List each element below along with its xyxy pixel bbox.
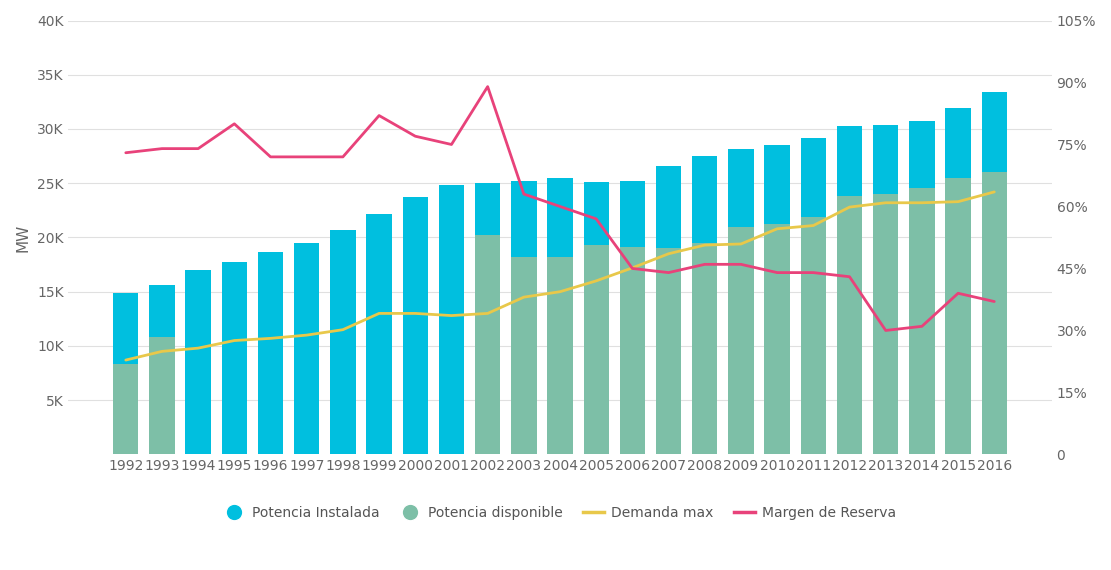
- Bar: [439, 185, 464, 454]
- Bar: [909, 121, 934, 454]
- Bar: [548, 178, 572, 454]
- Bar: [801, 217, 825, 454]
- Bar: [402, 197, 428, 454]
- Bar: [692, 243, 718, 454]
- Bar: [620, 247, 645, 454]
- Bar: [945, 178, 971, 454]
- Bar: [729, 149, 753, 454]
- Legend: Potencia Instalada, Potencia disponible, Demanda max, Margen de Reserva: Potencia Instalada, Potencia disponible,…: [218, 500, 902, 526]
- Bar: [982, 92, 1007, 454]
- Bar: [186, 270, 211, 454]
- Bar: [982, 172, 1007, 454]
- Bar: [258, 251, 283, 454]
- Bar: [367, 214, 392, 454]
- Bar: [511, 181, 537, 454]
- Bar: [764, 145, 790, 454]
- Bar: [476, 183, 500, 454]
- Bar: [692, 156, 718, 454]
- Bar: [548, 257, 572, 454]
- Bar: [945, 108, 971, 454]
- Bar: [801, 138, 825, 454]
- Bar: [729, 227, 753, 454]
- Bar: [330, 230, 356, 454]
- Bar: [873, 194, 899, 454]
- Bar: [113, 293, 139, 454]
- Bar: [837, 196, 862, 454]
- Bar: [655, 249, 681, 454]
- Bar: [149, 285, 174, 454]
- Bar: [764, 225, 790, 454]
- Bar: [620, 181, 645, 454]
- Bar: [222, 262, 247, 454]
- Bar: [294, 243, 319, 454]
- Bar: [583, 245, 609, 454]
- Bar: [655, 166, 681, 454]
- Bar: [583, 182, 609, 454]
- Bar: [909, 188, 934, 454]
- Y-axis label: MW: MW: [16, 223, 30, 251]
- Bar: [837, 126, 862, 454]
- Bar: [149, 337, 174, 454]
- Bar: [873, 125, 899, 454]
- Bar: [113, 364, 139, 454]
- Bar: [476, 235, 500, 454]
- Bar: [511, 257, 537, 454]
